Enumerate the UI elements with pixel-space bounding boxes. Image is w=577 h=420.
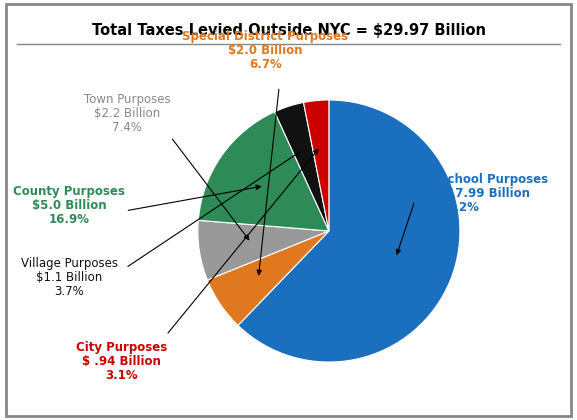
Wedge shape bbox=[198, 112, 329, 231]
Text: Village Purposes: Village Purposes bbox=[21, 257, 118, 270]
Wedge shape bbox=[304, 100, 329, 231]
Text: $5.0 Billion: $5.0 Billion bbox=[32, 200, 107, 212]
Text: $1.1 Billion: $1.1 Billion bbox=[36, 271, 102, 284]
Wedge shape bbox=[238, 100, 460, 362]
Text: $17.99 Billion: $17.99 Billion bbox=[439, 187, 530, 200]
Text: 16.9%: 16.9% bbox=[48, 213, 90, 226]
Text: $2.0 Billion: $2.0 Billion bbox=[228, 44, 303, 57]
Text: Town Purposes: Town Purposes bbox=[84, 93, 170, 106]
Text: Total Taxes Levied Outside NYC = $29.97 Billion: Total Taxes Levied Outside NYC = $29.97 … bbox=[92, 23, 485, 38]
Text: 7.4%: 7.4% bbox=[112, 121, 142, 134]
Wedge shape bbox=[198, 220, 329, 280]
Text: City Purposes: City Purposes bbox=[76, 341, 167, 354]
Text: $2.2 Billion: $2.2 Billion bbox=[94, 107, 160, 120]
Text: 3.7%: 3.7% bbox=[54, 285, 84, 297]
Text: Special District Purposes: Special District Purposes bbox=[182, 30, 349, 43]
Wedge shape bbox=[207, 231, 329, 326]
Text: $ .94 Billion: $ .94 Billion bbox=[82, 355, 160, 368]
Text: 6.7%: 6.7% bbox=[249, 58, 282, 71]
Text: School Purposes: School Purposes bbox=[439, 173, 548, 186]
Text: County Purposes: County Purposes bbox=[13, 186, 125, 198]
Text: 3.1%: 3.1% bbox=[105, 369, 137, 381]
Wedge shape bbox=[275, 102, 329, 231]
Text: 62.2%: 62.2% bbox=[439, 201, 479, 213]
